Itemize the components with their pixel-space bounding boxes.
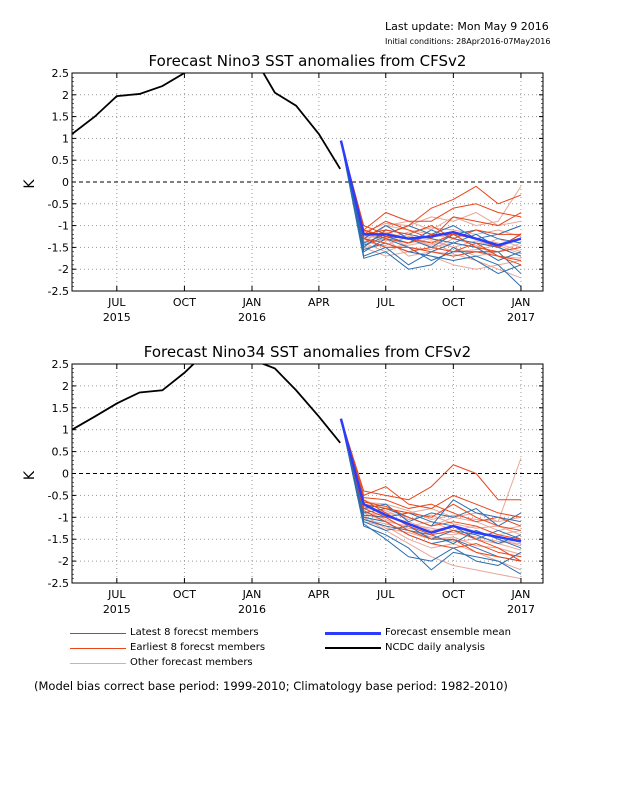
y-tick-label: 1 xyxy=(62,424,69,437)
series-other-member xyxy=(340,140,522,259)
y-tick-label: 1 xyxy=(62,132,69,145)
x-tick-label: JAN xyxy=(242,588,262,601)
series-earliest-member xyxy=(340,418,522,540)
legend-label-earliest: Earliest 8 forecst members xyxy=(130,642,266,653)
series-earliest-member xyxy=(340,140,521,240)
x-tick-label: JAN xyxy=(511,296,531,309)
series-earliest-member xyxy=(340,418,522,558)
series-earliest-member xyxy=(340,418,522,562)
legend-label-mean: Forecast ensemble mean xyxy=(385,627,511,638)
x-year-label: 2017 xyxy=(507,311,535,324)
series-other-member xyxy=(340,418,522,571)
legend: Latest 8 forecst members Earliest 8 fore… xyxy=(70,624,590,672)
series-earliest-member xyxy=(340,418,522,562)
x-tick-label: OCT xyxy=(442,588,465,601)
series-other-member xyxy=(340,418,522,536)
series-other-member xyxy=(340,418,522,551)
x-tick-label: APR xyxy=(308,588,330,601)
legend-swatch-earliest xyxy=(70,648,126,649)
series-latest-member xyxy=(340,140,522,288)
last-update-text: Last update: Mon May 9 2016 xyxy=(385,20,549,33)
y-tick-label: -1.5 xyxy=(48,533,69,546)
y-tick-label: 2 xyxy=(62,380,69,393)
x-year-label: 2016 xyxy=(238,603,266,616)
chart-2: 2.5 2 1.5 1 0.5 0 -0.5 -1 -1.5 -2 -2.5 JUL OCT JAN APR… xyxy=(22,343,544,616)
series-other-member xyxy=(340,140,522,240)
y-tick-label: 0.5 xyxy=(52,154,70,167)
legend-label-latest: Latest 8 forecst members xyxy=(130,627,259,638)
y-tick-label: 0.5 xyxy=(52,446,70,459)
x-year-label: 2015 xyxy=(103,311,131,324)
y-tick-label: -0.5 xyxy=(48,489,69,502)
chart-title: Forecast Nino34 SST anomalies from CFSv2 xyxy=(144,343,471,361)
x-tick-label: APR xyxy=(308,296,330,309)
x-tick-label: JUL xyxy=(376,588,395,601)
chart-1: 2.5 2 1.5 1 0.5 0 -0.5 -1 -1.5 -2 -2.5 JUL OCT JAN APR… xyxy=(22,52,544,324)
footnote: (Model bias correct base period: 1999-20… xyxy=(34,679,508,693)
chart-title: Forecast Nino3 SST anomalies from CFSv2 xyxy=(149,52,467,70)
series-earliest-member xyxy=(340,140,522,253)
x-tick-label: OCT xyxy=(442,296,465,309)
y-tick-label: 1.5 xyxy=(52,111,70,124)
series-other-member xyxy=(340,418,522,545)
x-tick-label: OCT xyxy=(173,296,196,309)
series-other-member xyxy=(340,140,522,240)
x-tick-label: OCT xyxy=(173,588,196,601)
plot-area-1 xyxy=(72,73,522,288)
legend-swatch-mean xyxy=(325,632,381,635)
y-tick-label: -1 xyxy=(58,220,69,233)
x-tick-label: JAN xyxy=(242,296,262,309)
y-tick-label: -2 xyxy=(58,555,69,568)
series-earliest-member xyxy=(340,140,522,261)
y-tick-label: -0.5 xyxy=(48,198,69,211)
legend-label-observed: NCDC daily analysis xyxy=(385,642,485,653)
series-ensemble-mean xyxy=(339,140,522,247)
y-tick-label: 0 xyxy=(62,468,69,481)
series-earliest-member xyxy=(340,418,521,501)
y-tick-label: -2.5 xyxy=(48,285,69,298)
legend-swatch-other xyxy=(70,663,126,664)
x-tick-label: JUL xyxy=(107,588,126,601)
series-latest-member xyxy=(340,418,522,562)
y-tick-label: -2 xyxy=(58,263,69,276)
legend-swatch-observed xyxy=(325,647,381,649)
series-earliest-member xyxy=(340,418,522,527)
series-observed xyxy=(72,73,341,170)
x-year-label: 2017 xyxy=(507,603,535,616)
y-tick-label: 2 xyxy=(62,89,69,102)
series-ensemble-mean xyxy=(339,418,522,543)
series-earliest-member xyxy=(340,418,522,518)
y-tick-label: -1 xyxy=(58,511,69,524)
series-observed xyxy=(72,364,341,444)
y-axis-label: K xyxy=(22,470,38,480)
initial-conditions-text: Initial conditions: 28Apr2016-07May2016 xyxy=(385,37,551,46)
legend-swatch-latest xyxy=(70,633,126,634)
series-latest-member xyxy=(340,140,522,257)
series-latest-member xyxy=(340,418,522,540)
y-tick-label: -2.5 xyxy=(48,577,69,590)
y-tick-label: 2.5 xyxy=(52,67,70,80)
series-other-member xyxy=(340,418,522,523)
x-tick-label: JUL xyxy=(107,296,126,309)
series-other-member xyxy=(340,140,522,233)
y-tick-label: 0 xyxy=(62,176,69,189)
x-year-label: 2015 xyxy=(103,603,131,616)
y-tick-label: 1.5 xyxy=(52,402,70,415)
legend-label-other: Other forecast members xyxy=(130,657,253,668)
series-earliest-member xyxy=(340,140,522,235)
y-tick-label: 2.5 xyxy=(52,358,70,371)
series-earliest-member xyxy=(340,140,522,240)
series-latest-member xyxy=(340,418,522,566)
series-earliest-member xyxy=(340,140,522,231)
series-latest-member xyxy=(340,140,522,275)
series-earliest-member xyxy=(340,418,522,531)
x-year-label: 2016 xyxy=(238,311,266,324)
x-tick-label: JUL xyxy=(376,296,395,309)
x-tick-label: JAN xyxy=(511,588,531,601)
y-tick-label: -1.5 xyxy=(48,241,69,254)
y-axis-label: K xyxy=(22,179,38,189)
plot-area-2 xyxy=(72,364,522,580)
series-earliest-member xyxy=(340,140,522,266)
